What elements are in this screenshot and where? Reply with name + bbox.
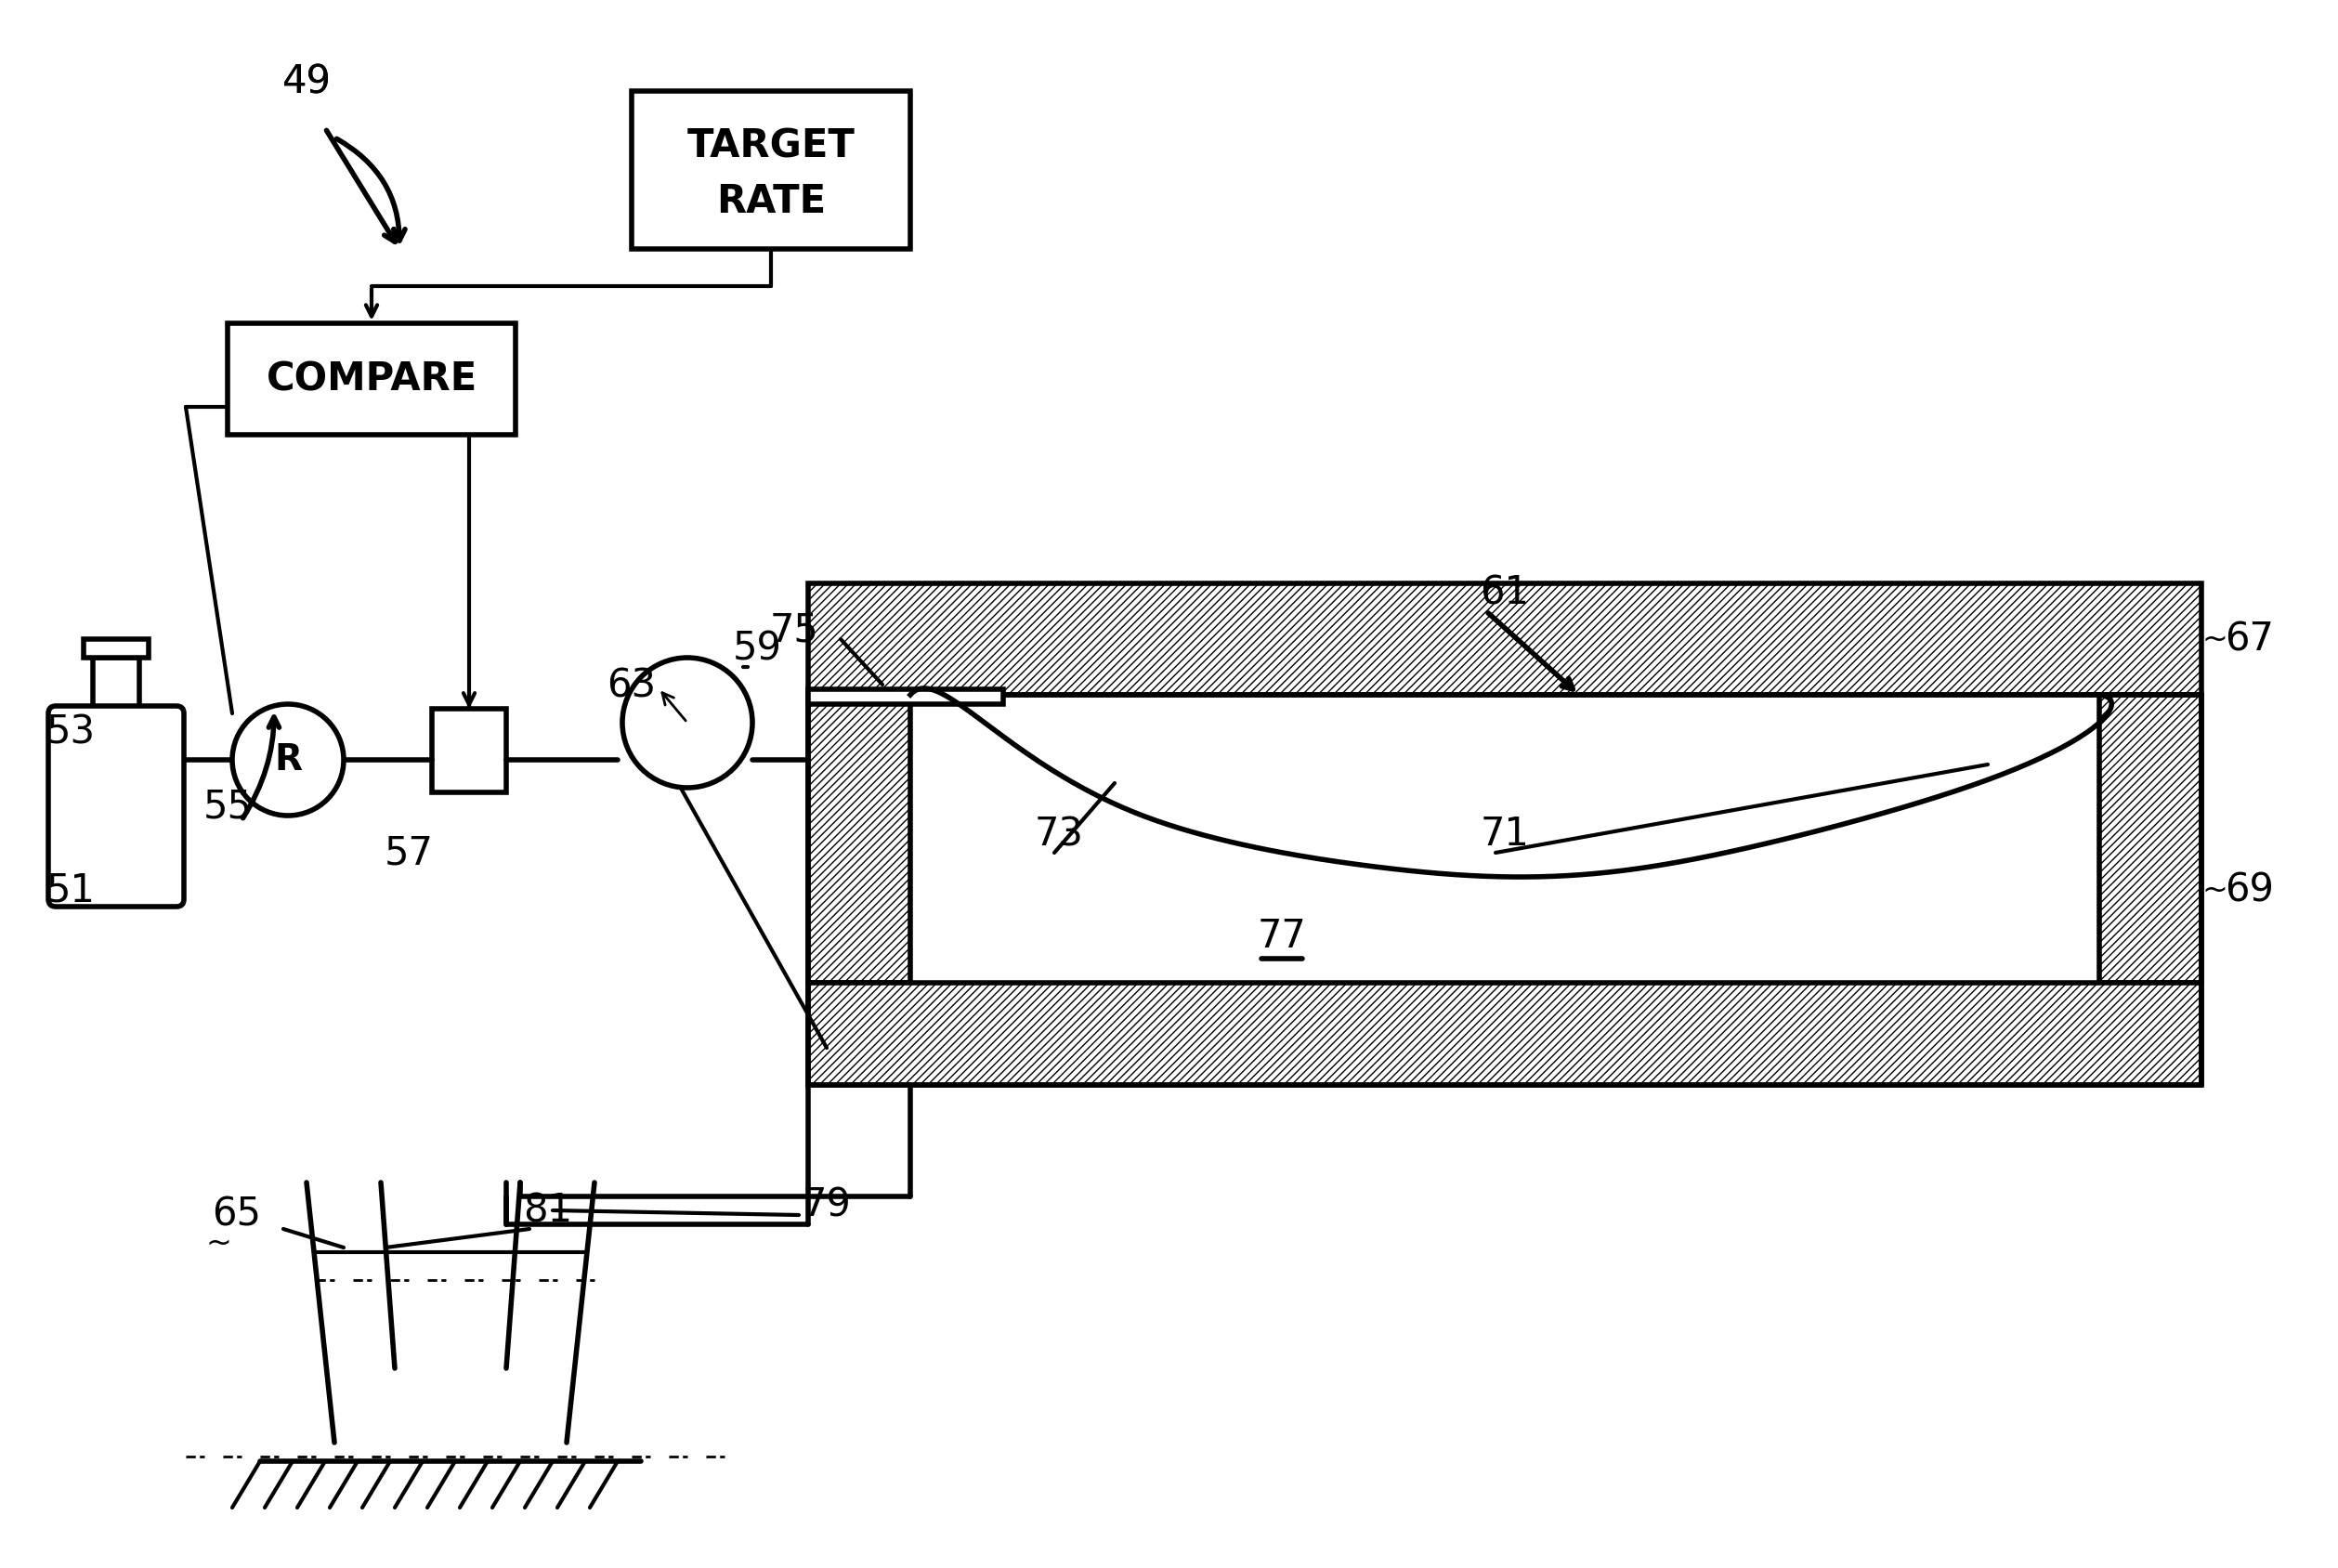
Bar xyxy=(809,583,2202,695)
Text: TARGET: TARGET xyxy=(687,127,856,166)
FancyBboxPatch shape xyxy=(49,706,185,906)
Bar xyxy=(909,695,2100,983)
Text: 77: 77 xyxy=(1258,917,1307,956)
Text: 73: 73 xyxy=(1033,815,1082,853)
Text: 51: 51 xyxy=(47,870,96,909)
Bar xyxy=(227,323,517,434)
Text: 49: 49 xyxy=(283,63,332,102)
Bar xyxy=(94,657,140,713)
Circle shape xyxy=(231,704,344,815)
Text: COMPARE: COMPARE xyxy=(267,359,477,398)
Bar xyxy=(433,709,507,792)
Text: RATE: RATE xyxy=(715,182,825,221)
Text: 61: 61 xyxy=(1480,574,1529,612)
Text: 81: 81 xyxy=(524,1190,573,1229)
Text: 53: 53 xyxy=(47,712,96,751)
Text: 49: 49 xyxy=(283,63,332,102)
Text: 79: 79 xyxy=(802,1187,851,1225)
Bar xyxy=(809,695,909,983)
Bar xyxy=(84,640,150,657)
Text: 69: 69 xyxy=(2226,870,2275,909)
Text: 59: 59 xyxy=(732,629,781,668)
Text: R: R xyxy=(274,742,302,778)
Text: 67: 67 xyxy=(2226,619,2275,659)
Bar xyxy=(2100,695,2202,983)
Text: 65: 65 xyxy=(213,1195,262,1234)
Text: 75: 75 xyxy=(769,610,818,649)
Bar xyxy=(631,91,909,249)
Bar xyxy=(809,983,2202,1085)
Bar xyxy=(809,690,1003,704)
Text: 71: 71 xyxy=(1480,815,1529,853)
Text: 57: 57 xyxy=(383,833,433,872)
Circle shape xyxy=(622,657,753,787)
Text: 55: 55 xyxy=(203,787,253,826)
Text: ~: ~ xyxy=(206,1228,231,1258)
Text: ~: ~ xyxy=(2202,624,2228,654)
Text: 63: 63 xyxy=(608,666,657,706)
Text: ~: ~ xyxy=(2202,875,2228,905)
